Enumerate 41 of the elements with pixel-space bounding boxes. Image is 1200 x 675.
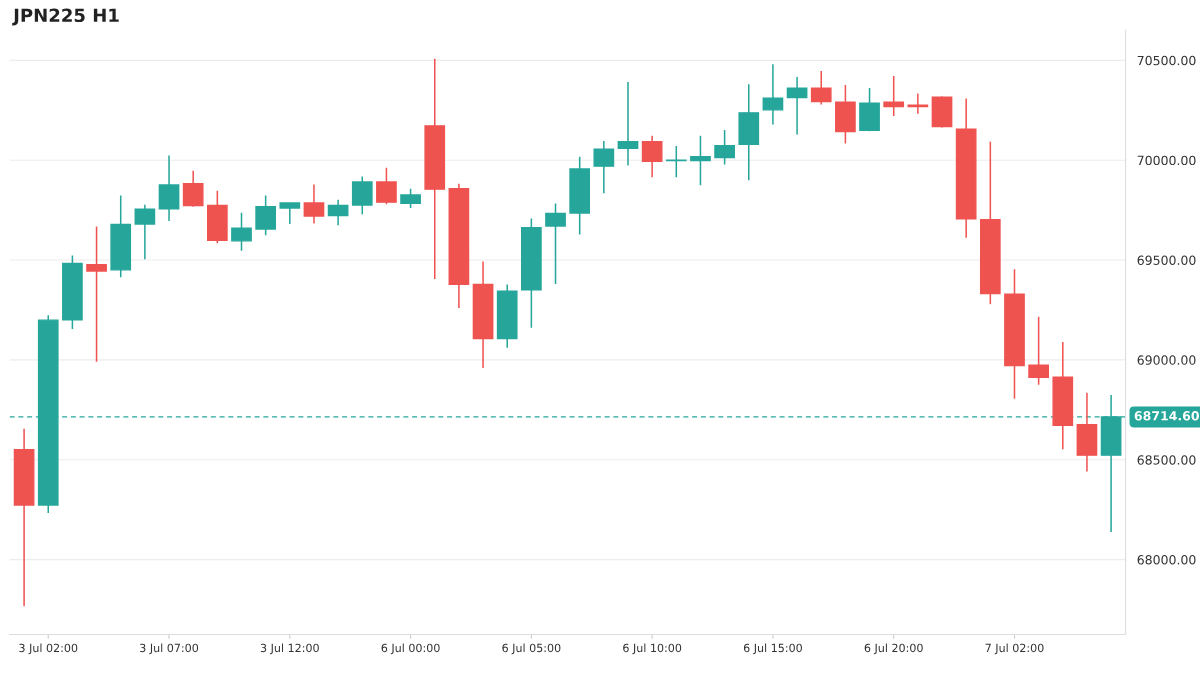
x-tick-label: 7 Jul 02:00 xyxy=(985,643,1044,655)
candlestick xyxy=(617,81,639,167)
candlestick xyxy=(762,63,784,126)
x-tick-label: 3 Jul 12:00 xyxy=(260,643,319,655)
candlestick xyxy=(86,225,107,363)
y-tick-label: 68500.00 xyxy=(1137,455,1196,465)
y-tick-label: 69000.00 xyxy=(1137,355,1196,365)
x-tick-label: 6 Jul 00:00 xyxy=(381,643,440,655)
candlestick xyxy=(279,202,301,225)
candlestick xyxy=(545,202,566,285)
ref-line-label: 68714.60 xyxy=(1134,411,1199,421)
x-tick-label: 3 Jul 02:00 xyxy=(19,643,78,655)
candlestick xyxy=(786,76,808,136)
candlestick xyxy=(182,170,204,208)
y-tick-label: 70000.00 xyxy=(1137,155,1196,166)
candlestick xyxy=(593,140,615,195)
x-tick-label: 6 Jul 05:00 xyxy=(502,643,561,655)
candlestick xyxy=(641,135,663,179)
candlestick xyxy=(400,187,421,209)
candlestick xyxy=(1028,315,1049,386)
x-tick-label: 3 Jul 07:00 xyxy=(140,643,199,655)
candlestick xyxy=(303,183,325,225)
x-tick-label: 6 Jul 15:00 xyxy=(743,643,802,655)
chart-title: JPN225 H1 xyxy=(12,8,119,26)
candlestick xyxy=(351,175,373,216)
candlestick xyxy=(134,203,156,261)
candlestick xyxy=(665,145,687,179)
y-tick-label: 69500.00 xyxy=(1137,255,1196,265)
candlestick xyxy=(376,167,397,206)
candlestick xyxy=(883,75,905,117)
candlestick xyxy=(810,70,832,106)
candlestick xyxy=(714,129,735,166)
x-tick-label: 6 Jul 10:00 xyxy=(623,643,682,655)
candlestick xyxy=(255,194,277,237)
candlestick xyxy=(231,211,252,252)
candlestick xyxy=(158,154,180,222)
candlestick xyxy=(690,135,711,187)
candlestick xyxy=(327,198,349,227)
y-tick-label: 70500.00 xyxy=(1137,55,1196,66)
x-tick-label: 6 Jul 20:00 xyxy=(864,643,923,655)
y-tick-label: 68000.00 xyxy=(1137,555,1196,565)
